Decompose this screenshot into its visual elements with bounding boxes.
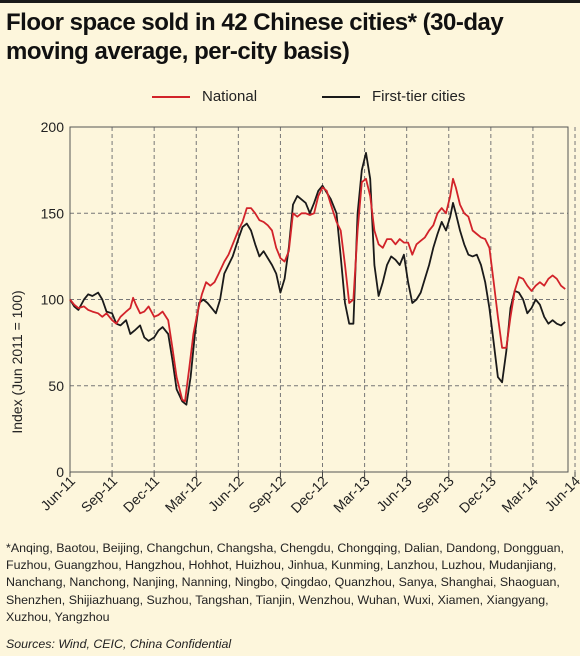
y-tick-label: 200 <box>41 119 65 135</box>
y-tick-label: 150 <box>41 205 65 221</box>
series-line-national <box>69 177 566 403</box>
legend: National First-tier cities <box>0 88 580 110</box>
x-tick-label: Jun-12 <box>205 473 247 515</box>
chart-lines <box>69 152 566 406</box>
y-tick-label: 100 <box>41 292 65 308</box>
legend-item-first-tier: First-tier cities <box>322 88 465 105</box>
y-tick-label: 0 <box>56 464 64 480</box>
x-tick-label: Mar-14 <box>498 473 541 516</box>
x-tick-label: Jun-13 <box>373 473 415 515</box>
y-tick-label: 50 <box>48 378 64 394</box>
footnote: *Anqing, Baotou, Beijing, Changchun, Cha… <box>6 541 564 624</box>
x-tick-label: Sep-12 <box>245 473 288 516</box>
y-axis-label: Index (Jun 2011 = 100) <box>9 290 25 433</box>
top-rule <box>0 0 580 3</box>
x-tick-label: Jun-14 <box>542 473 580 515</box>
x-tick-label: Sep-13 <box>414 473 457 516</box>
x-tick-label: Dec-11 <box>120 473 163 516</box>
x-tick-label: Mar-12 <box>162 473 205 516</box>
legend-label-national: National <box>202 88 258 105</box>
chart-grid <box>70 127 576 472</box>
legend-swatch-first-tier <box>322 95 360 98</box>
sources: Sources: Wind, CEIC, China Confidential <box>6 637 232 651</box>
x-tick-label: Dec-12 <box>287 473 330 516</box>
x-tick-label: Mar-13 <box>330 473 373 516</box>
x-tick-label: Sep-11 <box>78 473 121 516</box>
legend-label-first-tier: First-tier cities <box>372 88 466 105</box>
chart-title: Floor space sold in 42 Chinese cities* (… <box>6 9 504 65</box>
legend-swatch-national <box>152 95 190 98</box>
x-tick-label: Dec-13 <box>456 473 499 516</box>
legend-item-national: National <box>152 88 257 105</box>
